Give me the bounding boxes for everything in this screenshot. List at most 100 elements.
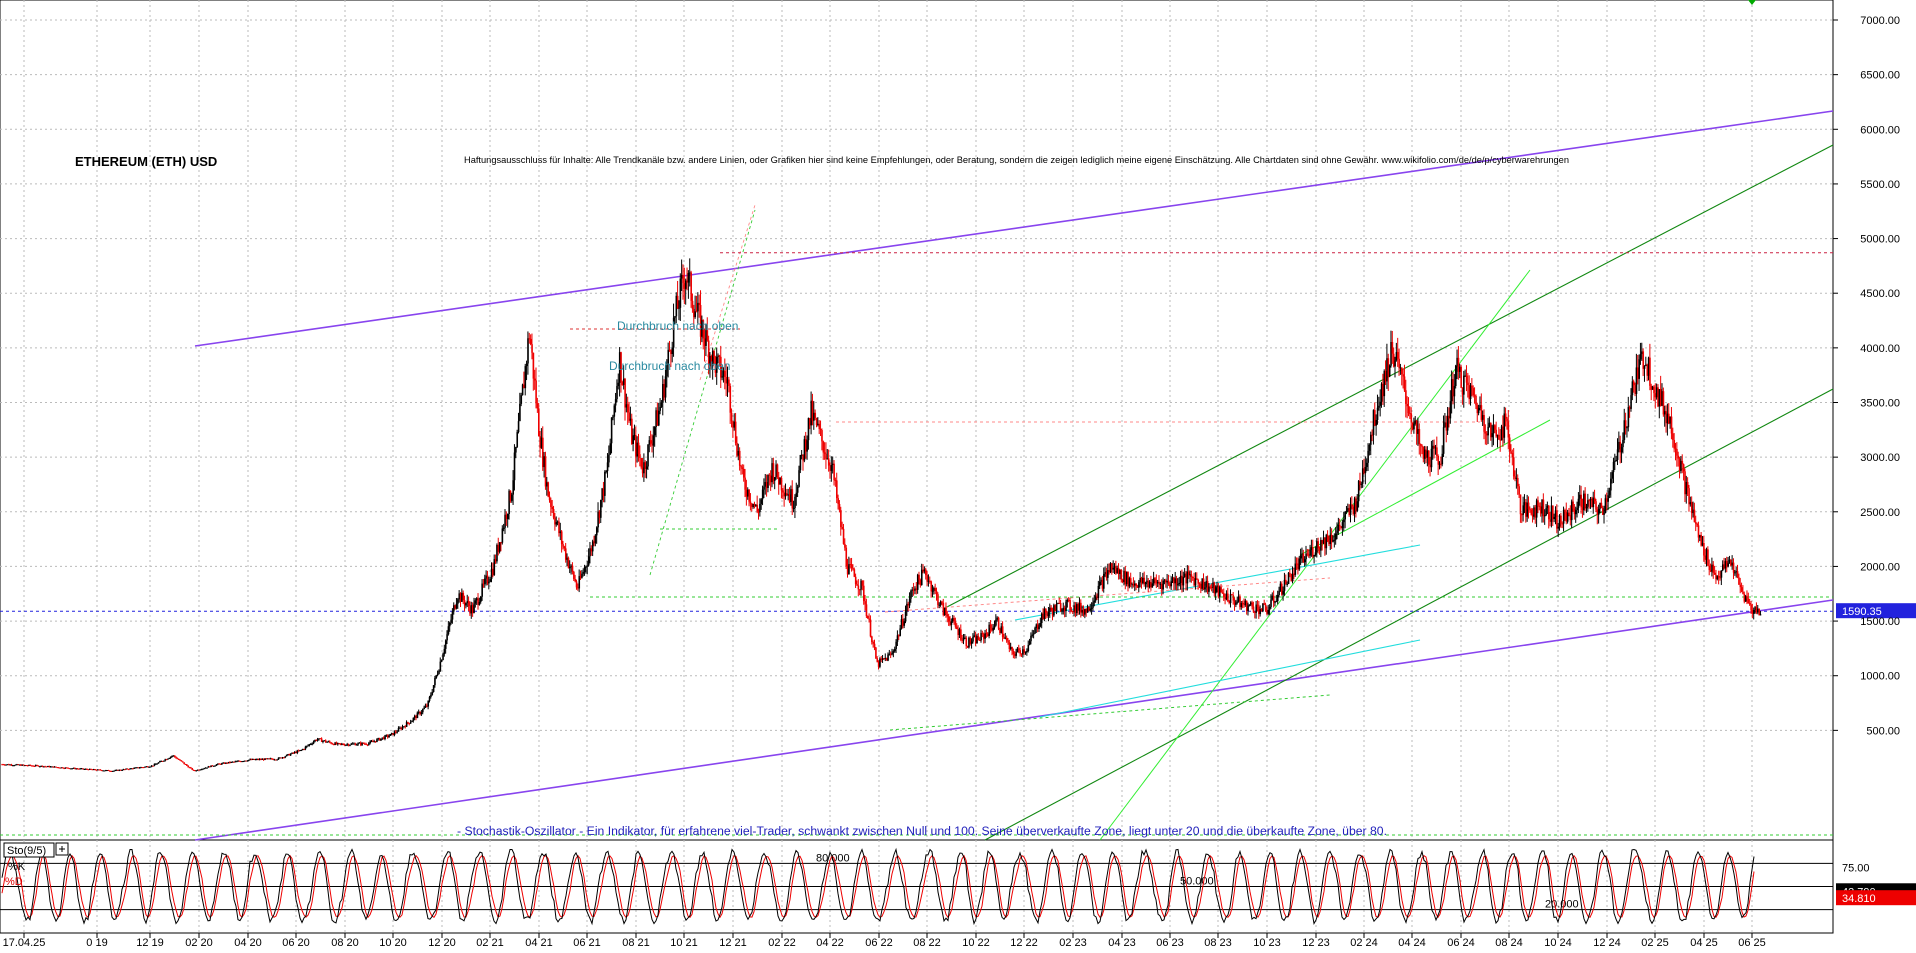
candle-body xyxy=(1062,607,1065,611)
candle-body xyxy=(1051,610,1054,616)
candle-body xyxy=(900,619,903,629)
candle-body xyxy=(907,603,910,606)
candle-body xyxy=(1723,564,1725,569)
candle-body xyxy=(1281,583,1283,595)
candle-body xyxy=(297,750,300,752)
candle-body xyxy=(929,580,931,582)
candle-body xyxy=(150,765,153,767)
candle-body xyxy=(190,767,192,769)
candle-body xyxy=(105,770,107,772)
candle-body xyxy=(229,761,231,763)
candle-body xyxy=(1200,583,1202,589)
candle-body xyxy=(1117,568,1120,575)
candle-body xyxy=(1262,603,1264,612)
candle-body xyxy=(1472,388,1475,396)
candle-body xyxy=(44,766,47,768)
candle-body xyxy=(1402,374,1404,377)
candle-body xyxy=(1072,611,1074,613)
candle-body xyxy=(1492,425,1495,434)
indicator-name-box[interactable] xyxy=(3,842,55,858)
candle-body xyxy=(206,767,208,769)
candle-body xyxy=(217,763,219,765)
candle-body xyxy=(59,767,61,769)
candle-body xyxy=(1561,523,1564,525)
candle-body xyxy=(1371,434,1373,436)
candle-body xyxy=(1080,602,1082,613)
candle-body xyxy=(845,547,848,567)
grid-lines xyxy=(0,0,1833,933)
candle-body xyxy=(385,735,388,737)
candle-body xyxy=(1676,449,1678,456)
candle-body xyxy=(159,761,161,763)
y-tick-label: 2500.00 xyxy=(1860,507,1900,519)
candle-body xyxy=(1229,594,1232,604)
candle-body xyxy=(1256,604,1259,607)
candle-body xyxy=(748,489,750,502)
candle-body xyxy=(1421,445,1423,448)
candle-body xyxy=(517,421,520,433)
candle-body xyxy=(1641,351,1643,355)
candle-body xyxy=(775,464,777,478)
candle-body xyxy=(1554,510,1557,518)
candle-body xyxy=(957,629,959,636)
candle-body xyxy=(271,758,273,760)
candle-body xyxy=(66,767,68,769)
candle-body xyxy=(83,768,86,770)
candle-body xyxy=(1245,600,1248,612)
candle-body xyxy=(512,480,514,495)
candle-body xyxy=(1347,508,1349,511)
candle-body xyxy=(1250,602,1252,605)
candle-body xyxy=(308,744,311,746)
candle-body xyxy=(939,601,942,605)
candle-body xyxy=(1050,607,1053,611)
candle-body xyxy=(734,421,737,443)
candle-body xyxy=(1146,580,1148,583)
candle-body xyxy=(467,600,470,607)
candle-body xyxy=(504,514,506,528)
candle-body xyxy=(173,755,176,757)
candle-body xyxy=(1549,519,1551,522)
candle-body xyxy=(396,731,399,733)
candle-body xyxy=(653,427,656,436)
candle-body xyxy=(647,444,649,467)
candle-body xyxy=(493,559,496,575)
candle-body xyxy=(539,436,541,448)
candle-body xyxy=(587,556,590,566)
candle-body xyxy=(244,760,246,762)
candle-body xyxy=(381,737,384,739)
candle-body xyxy=(1383,370,1386,397)
candle-body xyxy=(1429,464,1431,468)
candle-body xyxy=(428,697,431,701)
candle-body xyxy=(1190,574,1193,578)
candle-body xyxy=(974,635,977,644)
candle-body xyxy=(260,758,262,760)
candle-body xyxy=(559,531,562,534)
x-tick-label: 04 24 xyxy=(1398,937,1426,948)
candle-body xyxy=(1396,352,1399,359)
candle-body xyxy=(540,437,543,448)
candle-body xyxy=(80,768,83,770)
candle-body xyxy=(679,278,682,308)
candle-body xyxy=(1034,628,1036,634)
candle-body xyxy=(1001,626,1004,637)
candle-body xyxy=(1601,508,1604,515)
candle-body xyxy=(1498,434,1500,440)
candle-body xyxy=(248,759,250,761)
candle-body xyxy=(1395,352,1398,361)
candle-body xyxy=(597,511,599,528)
candle-body xyxy=(706,330,709,341)
candle-body xyxy=(668,349,671,351)
candle-body xyxy=(1073,605,1075,612)
indicator-expand-icon[interactable] xyxy=(55,842,69,856)
candle-body xyxy=(752,503,755,507)
candle-body xyxy=(1585,506,1588,509)
candle-body xyxy=(424,705,427,708)
candle-body xyxy=(392,733,394,736)
candle-body xyxy=(1175,578,1178,586)
candle-body xyxy=(1344,511,1347,520)
candle-body xyxy=(1519,494,1522,515)
candle-body xyxy=(1134,583,1136,586)
candle-body xyxy=(183,762,185,765)
candle-body xyxy=(1448,415,1450,419)
candle-body xyxy=(1328,541,1330,544)
